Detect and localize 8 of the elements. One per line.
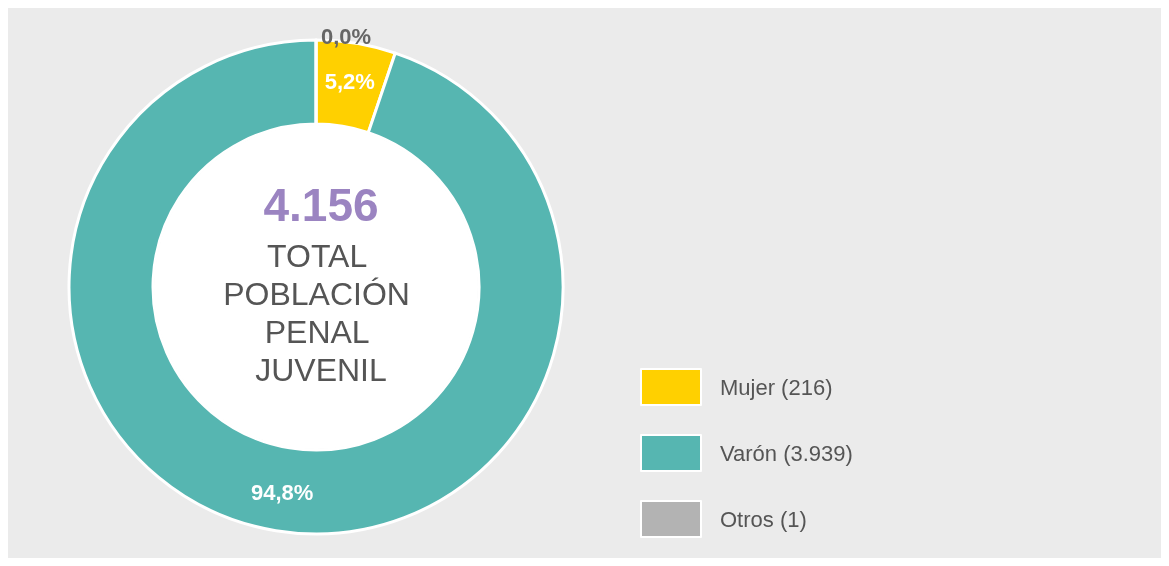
text: TOTAL POBLACIÓN PENAL JUVENIL <box>223 238 419 388</box>
legend-label: Mujer (216) <box>720 374 833 400</box>
data-label: 5,2% <box>324 69 375 95</box>
text: 0,0% <box>321 23 372 49</box>
text: 4.156 <box>263 179 379 231</box>
legend-label: Varón (3.939) <box>720 440 853 466</box>
data-label: 94,8% <box>250 479 314 505</box>
legend-label: Otros (1) <box>720 506 807 532</box>
